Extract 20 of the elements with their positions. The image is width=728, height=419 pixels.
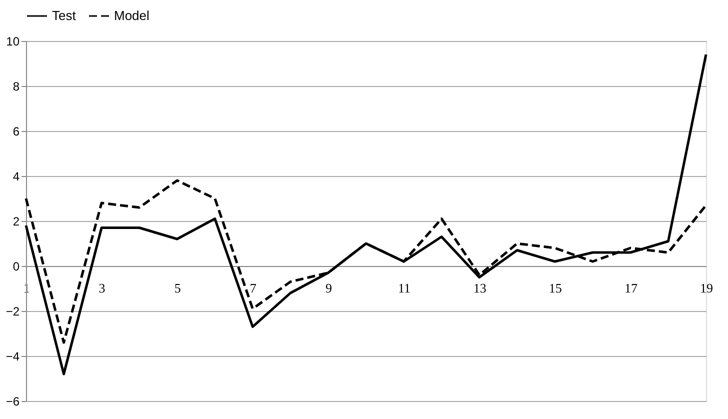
x-tick-label: 17 xyxy=(624,280,638,296)
legend-label: Test xyxy=(52,8,76,23)
y-tick-label: 0 xyxy=(12,260,20,274)
legend-label: Model xyxy=(114,8,150,23)
y-tick-label: −2 xyxy=(6,304,20,318)
x-tick-label: 11 xyxy=(398,280,411,296)
x-tick-label: 19 xyxy=(700,280,713,296)
y-tick-label: 10 xyxy=(6,34,20,48)
y-tick-label: 4 xyxy=(12,170,20,184)
y-tick-label: −6 xyxy=(6,394,20,408)
y-tick-label: 8 xyxy=(12,80,20,94)
x-tick-label: 9 xyxy=(325,280,332,296)
x-tick-label: 15 xyxy=(548,280,562,296)
x-tick-label: 7 xyxy=(250,280,257,296)
x-tick-label: 5 xyxy=(174,280,181,296)
y-tick-label: −4 xyxy=(6,350,20,364)
x-tick-label: 3 xyxy=(98,280,106,296)
y-tick-label: 2 xyxy=(12,214,20,228)
x-tick-label: 13 xyxy=(473,280,486,296)
y-tick-label: 6 xyxy=(12,124,20,138)
